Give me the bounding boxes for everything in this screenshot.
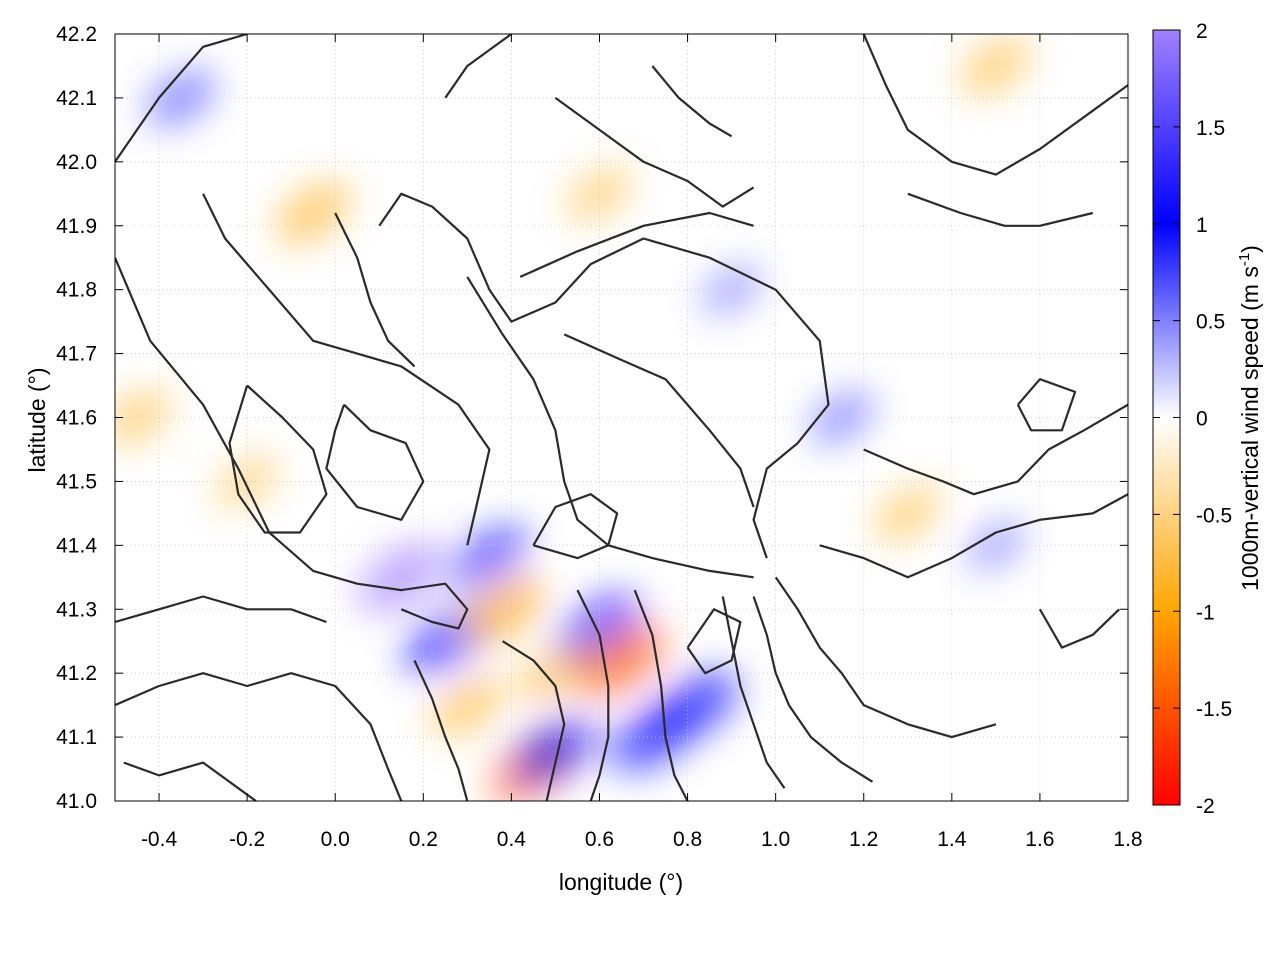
x-tick-label: 0.6 — [585, 828, 614, 851]
x-tick-label: 0.0 — [321, 828, 350, 851]
field-feature — [358, 541, 445, 613]
terrain-contour-line — [378, 192, 830, 559]
terrain-contour-line — [123, 761, 257, 801]
terrain-contour-line — [774, 576, 997, 739]
terrain-contour-line — [444, 34, 513, 99]
terrain-contour-line — [228, 384, 328, 534]
y-tick-label: 41.6 — [56, 407, 97, 430]
y-tick-label: 41.9 — [56, 215, 97, 238]
colorbar-label-end: ) — [1237, 245, 1263, 253]
colorbar-tick-label: -1 — [1196, 601, 1215, 624]
field-feature — [873, 484, 942, 543]
terrain-contour-line — [752, 596, 874, 783]
terrain-contour-line — [115, 257, 469, 630]
terrain-contour-line — [334, 212, 416, 368]
colorbar-tick-label: -1.5 — [1196, 698, 1232, 721]
y-tick-label: 42.2 — [56, 23, 97, 46]
colorbar-tick-label: -2 — [1196, 795, 1215, 818]
terrain-contour-line — [633, 589, 689, 801]
field-feature — [275, 181, 351, 245]
y-tick-label: 42.1 — [56, 87, 97, 110]
field-feature — [809, 390, 874, 445]
terrain-contour-line — [1038, 608, 1120, 649]
colorbar-tick-label: 1 — [1196, 214, 1208, 237]
colorbar-label: 1000m-vertical wind speed (m s-1) — [1236, 245, 1263, 591]
x-tick-label: 1.4 — [937, 828, 967, 851]
y-axis-ticks: 41.0 41.1 41.2 41.3 41.4 41.5 41.6 41.7 41.8 41.9… — [56, 23, 1128, 813]
terrain-contour-line — [907, 192, 1094, 227]
field-feature — [654, 670, 739, 740]
y-tick-label: 41.8 — [56, 279, 97, 302]
x-tick-label: 1.6 — [1025, 828, 1054, 851]
terrain-contour-line — [686, 608, 742, 675]
y-tick-label: 42.0 — [56, 151, 97, 174]
terrain-contour-line — [819, 493, 1128, 579]
terrain-contour-line — [115, 595, 327, 624]
y-tick-label: 41.0 — [56, 790, 97, 813]
terrain-contour-line — [519, 211, 754, 278]
colorbar-tick-label: 0.5 — [1196, 311, 1225, 334]
field-feature — [460, 574, 545, 645]
terrain-contour-line — [863, 403, 1128, 496]
y-tick-label: 41.2 — [56, 662, 97, 685]
terrain-contour-line — [115, 672, 403, 801]
vertical-wind-field — [115, 36, 1032, 801]
colorbar-ticks: -2 -1.5 -1 -0.5 0 0.5 1 1.5 2 — [1153, 20, 1232, 818]
terrain-contour-line — [325, 403, 425, 521]
terrain-contour-line — [563, 333, 755, 508]
x-axis-ticks: -0.4 -0.2 0.0 0.2 0.4 0.6 0.8 1.0 1.2 1.4 1.6 1.8 — [141, 34, 1143, 851]
terrain-contour-line — [115, 34, 248, 163]
x-tick-label: 1.8 — [1113, 828, 1142, 851]
field-feature — [960, 36, 1032, 96]
colorbar-label-main: 1000m-vertical wind speed (m s — [1237, 266, 1263, 591]
x-tick-label: -0.2 — [229, 828, 265, 851]
y-axis-label: latitude (°) — [24, 367, 50, 472]
x-tick-label: 0.2 — [409, 828, 438, 851]
terrain-contour-line — [862, 34, 1128, 176]
field-blobs — [115, 36, 1032, 801]
field-feature — [449, 525, 529, 592]
colorbar-tick-label: -0.5 — [1196, 504, 1232, 527]
terrain-contour-line — [651, 65, 733, 138]
terrain-contour-line — [554, 97, 755, 208]
terrain-contour-line — [532, 493, 619, 560]
x-axis-label: longitude (°) — [559, 869, 683, 895]
terrain-contour-line — [202, 193, 491, 546]
y-tick-label: 41.3 — [56, 598, 97, 621]
terrain-contour-line — [502, 640, 566, 801]
y-tick-label: 41.4 — [56, 534, 97, 557]
field-feature — [566, 165, 633, 222]
field-feature — [430, 674, 504, 736]
field-feature — [514, 715, 597, 784]
y-tick-label: 41.7 — [56, 343, 97, 366]
colorbar-tick-label: 0 — [1196, 408, 1208, 431]
terrain-contours — [115, 34, 1128, 801]
x-tick-label: 0.4 — [497, 828, 527, 851]
field-feature — [115, 388, 172, 447]
colorbar: -2 -1.5 -1 -0.5 0 0.5 1 1.5 2 1000m-vertical win… — [1152, 20, 1263, 818]
terrain-contour-line — [413, 659, 469, 801]
colorbar-tick-label: 1.5 — [1196, 117, 1225, 140]
colorbar-label-sup: -1 — [1236, 253, 1253, 266]
x-tick-label: -0.4 — [141, 828, 178, 851]
y-tick-label: 41.5 — [56, 470, 97, 493]
x-tick-label: 0.8 — [673, 828, 702, 851]
y-tick-label: 41.1 — [56, 726, 97, 749]
terrain-contour-line — [576, 589, 610, 801]
terrain-contour-line — [1016, 378, 1077, 432]
x-tick-label: 1.2 — [849, 828, 878, 851]
terrain-contour-line — [721, 596, 786, 789]
colorbar-tick-label: 2 — [1196, 20, 1208, 43]
x-tick-label: 1.0 — [761, 828, 790, 851]
field-feature — [146, 69, 216, 127]
